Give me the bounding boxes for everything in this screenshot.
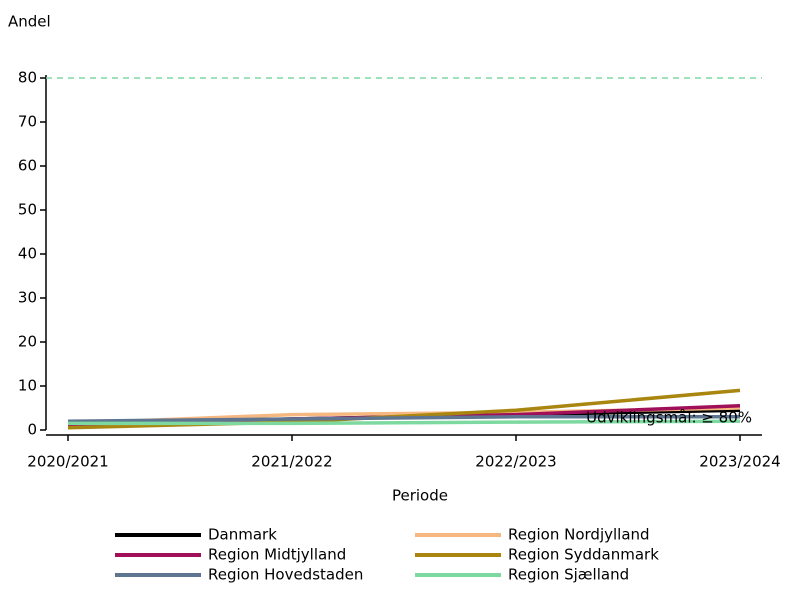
y-tick-label: 30: [18, 289, 37, 307]
x-axis-label: Periode: [392, 487, 448, 505]
x-tick-label: 2020/2021: [27, 453, 108, 471]
y-tick-label: 20: [18, 333, 37, 351]
x-tick-label: 2021/2022: [251, 453, 332, 471]
legend-label: Region Midtjylland: [208, 546, 346, 564]
y-tick-label: 70: [18, 113, 37, 131]
y-tick-label: 50: [18, 201, 37, 219]
legend-label: Danmark: [208, 526, 277, 544]
y-tick-label: 80: [18, 69, 37, 87]
y-tick-label: 10: [18, 377, 37, 395]
series-line: [68, 419, 741, 426]
y-tick-label: 0: [27, 421, 37, 439]
x-tick-label: 2022/2023: [475, 453, 556, 471]
legend-label: Region Syddanmark: [508, 546, 659, 564]
target-label: Udviklingsmål: ≥ 80%: [586, 409, 752, 427]
y-axis-label: Andel: [8, 13, 51, 31]
legend-label: Region Hovedstaden: [208, 566, 363, 584]
series-line: [67, 415, 740, 423]
y-tick-label: 40: [18, 245, 37, 263]
legend-label: Region Sjælland: [508, 566, 629, 584]
y-tick-label: 60: [18, 157, 37, 175]
legend-label: Region Nordjylland: [508, 526, 650, 544]
x-tick-label: 2023/2024: [699, 453, 780, 471]
